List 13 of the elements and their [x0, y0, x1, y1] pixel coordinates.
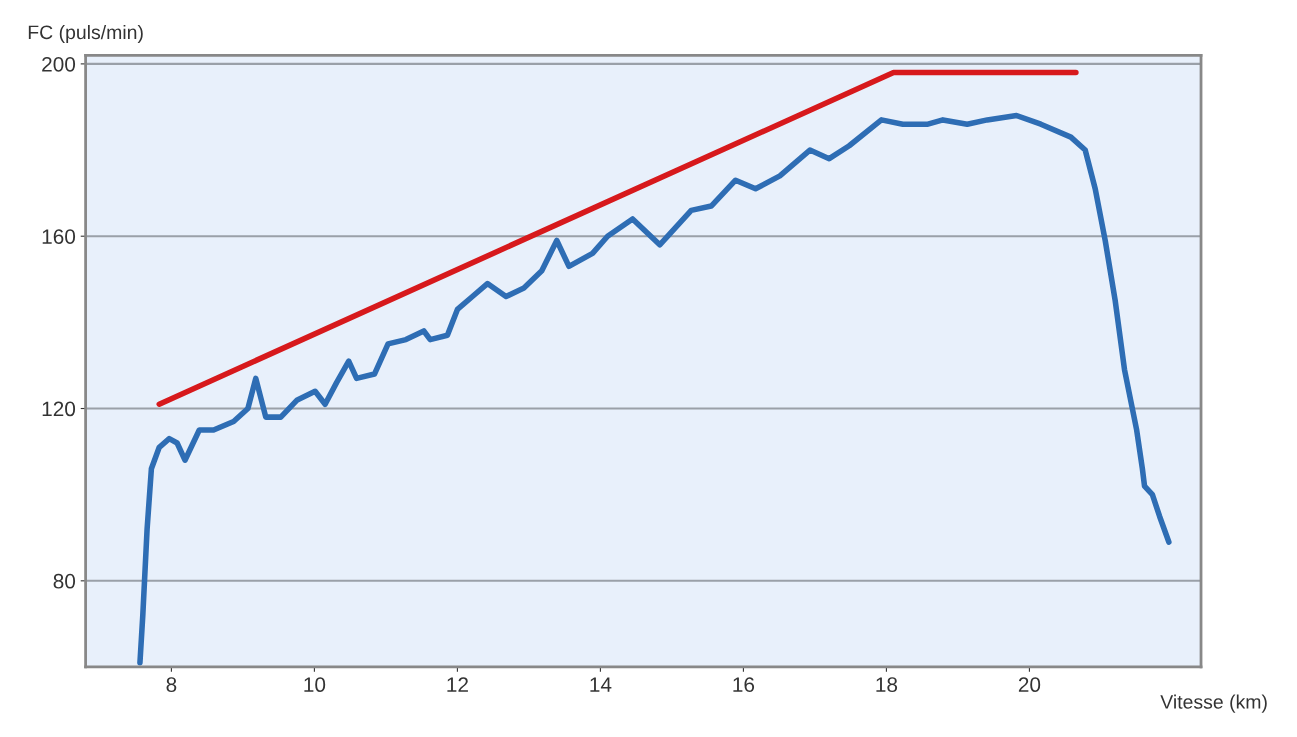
x-tick-label: 12 [447, 677, 468, 692]
x-tick-label: 8 [166, 677, 177, 693]
x-tick-label: 16 [733, 677, 755, 693]
y-tick-label: 80 [53, 573, 76, 589]
x-tick-label: 20 [1018, 677, 1041, 693]
x-tick-label: 10 [304, 677, 326, 693]
y-tick-label: 160 [42, 229, 76, 244]
y-tick-label: 120 [42, 401, 76, 417]
y-axis-title: FC (puls/min) [28, 24, 143, 44]
x-tick-label: 14 [590, 677, 612, 692]
x-axis-title: Vitesse (km) [1160, 694, 1267, 713]
x-tick-label: 18 [876, 677, 898, 693]
y-tick-label: 200 [42, 56, 76, 72]
